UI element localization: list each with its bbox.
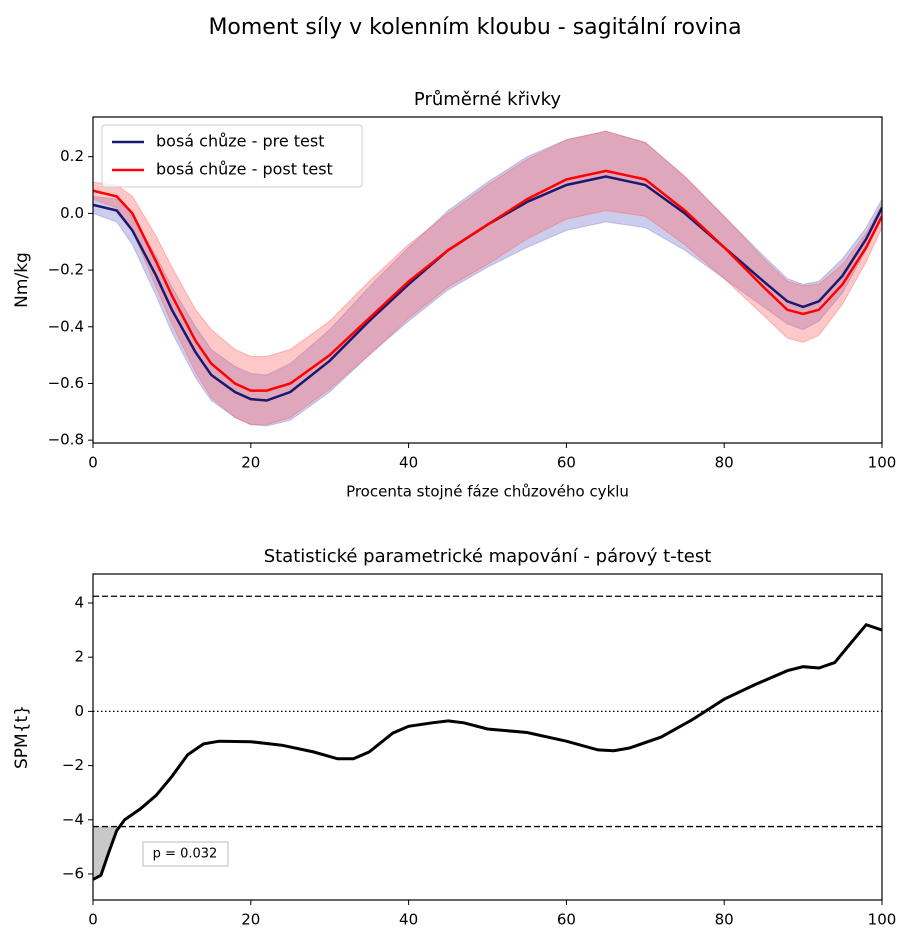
figure-title: Moment síly v kolenním kloubu - sagitáln… bbox=[208, 15, 741, 40]
y-tick-label: −0.8 bbox=[48, 431, 84, 449]
y-tick-label: 0 bbox=[74, 702, 84, 720]
x-tick-label: 0 bbox=[88, 454, 98, 472]
suprathreshold-cluster bbox=[93, 596, 882, 879]
annotation: p = 0.032 bbox=[153, 847, 218, 862]
y-tick-label: 0.2 bbox=[60, 147, 84, 165]
x-tick-label: 80 bbox=[715, 911, 734, 929]
annotation-box bbox=[142, 841, 229, 867]
std-band bbox=[93, 130, 882, 426]
x-tick-label: 60 bbox=[557, 911, 576, 929]
plot-area bbox=[93, 130, 882, 427]
x-tick-label: 100 bbox=[868, 454, 897, 472]
x-axis-label: Procenta stojné fáze chůzového cyklu bbox=[346, 483, 629, 501]
x-tick-label: 100 bbox=[868, 911, 897, 929]
plot-area bbox=[93, 595, 882, 881]
y-tick-label: −6 bbox=[62, 864, 84, 882]
axes-frame bbox=[92, 573, 883, 901]
legend-label: bosá chůze - post test bbox=[156, 160, 333, 179]
y-tick-label: 4 bbox=[74, 593, 84, 611]
legend-label: bosá chůze - pre test bbox=[156, 132, 324, 151]
y-tick-label: 0.0 bbox=[60, 204, 84, 222]
spm-curve bbox=[93, 622, 882, 881]
y-tick-label: −0.2 bbox=[48, 261, 84, 279]
x-tick-label: 0 bbox=[88, 911, 98, 929]
y-axis-label: SPM{t} bbox=[12, 705, 32, 769]
y-axis-label: Nm/kg bbox=[12, 252, 32, 308]
y-tick-label: −2 bbox=[62, 756, 84, 774]
x-tick-label: 40 bbox=[399, 911, 418, 929]
y-tick-label: −0.6 bbox=[48, 374, 84, 392]
x-tick-label: 40 bbox=[399, 454, 418, 472]
y-tick-label: −0.4 bbox=[48, 317, 84, 335]
legend-box bbox=[101, 124, 363, 188]
x-tick-label: 80 bbox=[715, 454, 734, 472]
x-tick-label: 60 bbox=[557, 454, 576, 472]
chart-title: Průměrné křivky bbox=[414, 89, 562, 110]
x-tick-label: 20 bbox=[241, 911, 260, 929]
mean-line bbox=[93, 169, 882, 392]
suprathreshold-cluster bbox=[93, 826, 882, 880]
y-tick-label: −4 bbox=[62, 810, 84, 828]
y-tick-label: 2 bbox=[74, 648, 84, 666]
chart-title: Statistické parametrické mapování - páro… bbox=[264, 546, 712, 567]
x-tick-label: 20 bbox=[241, 454, 260, 472]
std-band bbox=[93, 130, 882, 427]
axes-frame bbox=[92, 116, 883, 444]
